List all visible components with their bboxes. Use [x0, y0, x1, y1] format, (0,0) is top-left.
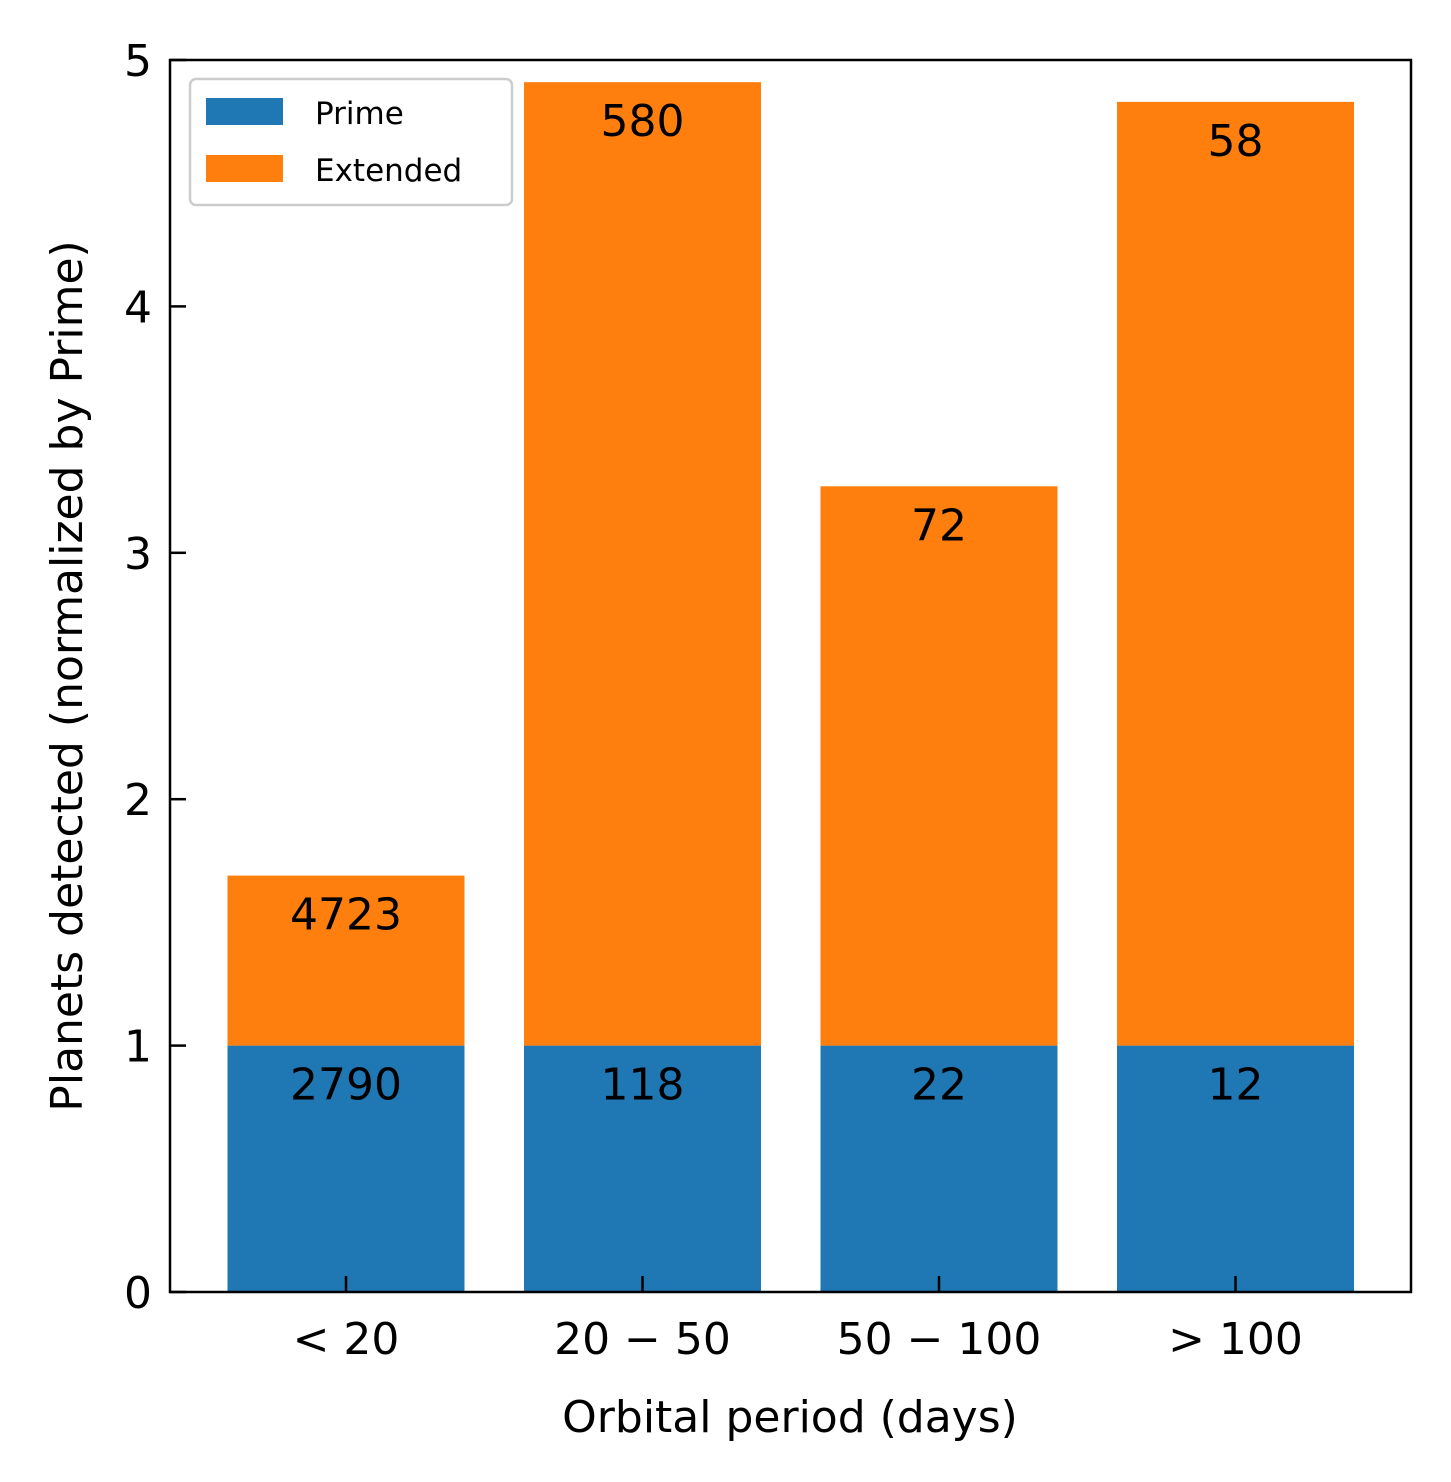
bar-label-prime-0: 2790 [290, 1060, 402, 1111]
y-tick-label-2: 2 [124, 775, 152, 826]
plot-frame [168, 58, 1413, 1294]
x-axis: < 20 20 − 50 50 − 100 > 100 [293, 1276, 1303, 1365]
bar-label-extended-1: 580 [601, 96, 685, 147]
bars-layer [227, 82, 1354, 1292]
bar-label-prime-1: 118 [601, 1060, 685, 1111]
legend-label-prime: Prime [315, 96, 404, 132]
legend: Prime Extended [188, 77, 514, 207]
x-tick-label-1: 20 − 50 [554, 1314, 731, 1365]
legend-swatch-prime [206, 98, 283, 125]
x-tick-label-0: < 20 [293, 1314, 400, 1365]
bar-extended-0 [227, 875, 465, 1046]
bar-prime-3 [1117, 1045, 1354, 1292]
y-tick-label-1: 1 [124, 1022, 152, 1073]
bar-label-extended-0: 4723 [290, 890, 402, 941]
y-tick-label-0: 0 [124, 1268, 152, 1319]
x-tick-label-2: 50 − 100 [837, 1314, 1042, 1365]
bar-extended-2 [820, 486, 1058, 1046]
bar-extended-3 [1117, 101, 1354, 1046]
legend-label-extended: Extended [315, 153, 462, 189]
x-axis-label: Orbital period (days) [562, 1392, 1018, 1443]
y-tick-label-5: 5 [124, 36, 152, 87]
y-axis-label: Planets detected (normalized by Prime) [42, 240, 93, 1111]
bar-label-prime-3: 12 [1208, 1060, 1264, 1111]
y-tick-label-3: 3 [124, 529, 152, 580]
y-tick-label-4: 4 [124, 282, 152, 333]
legend-swatch-extended [206, 155, 283, 182]
bar-prime-0 [227, 1045, 465, 1292]
bar-prime-1 [524, 1045, 761, 1292]
bar-extended-1 [524, 82, 761, 1046]
bar-label-extended-2: 72 [911, 500, 967, 551]
bar-labels-layer: 2790 4723 118 580 22 72 12 58 [290, 96, 1263, 1110]
bar-label-extended-3: 58 [1208, 116, 1264, 167]
bar-prime-2 [820, 1045, 1058, 1292]
bar-label-prime-2: 22 [911, 1060, 967, 1111]
y-axis: 0 1 2 3 4 5 [124, 36, 186, 1319]
x-tick-label-3: > 100 [1168, 1314, 1303, 1365]
